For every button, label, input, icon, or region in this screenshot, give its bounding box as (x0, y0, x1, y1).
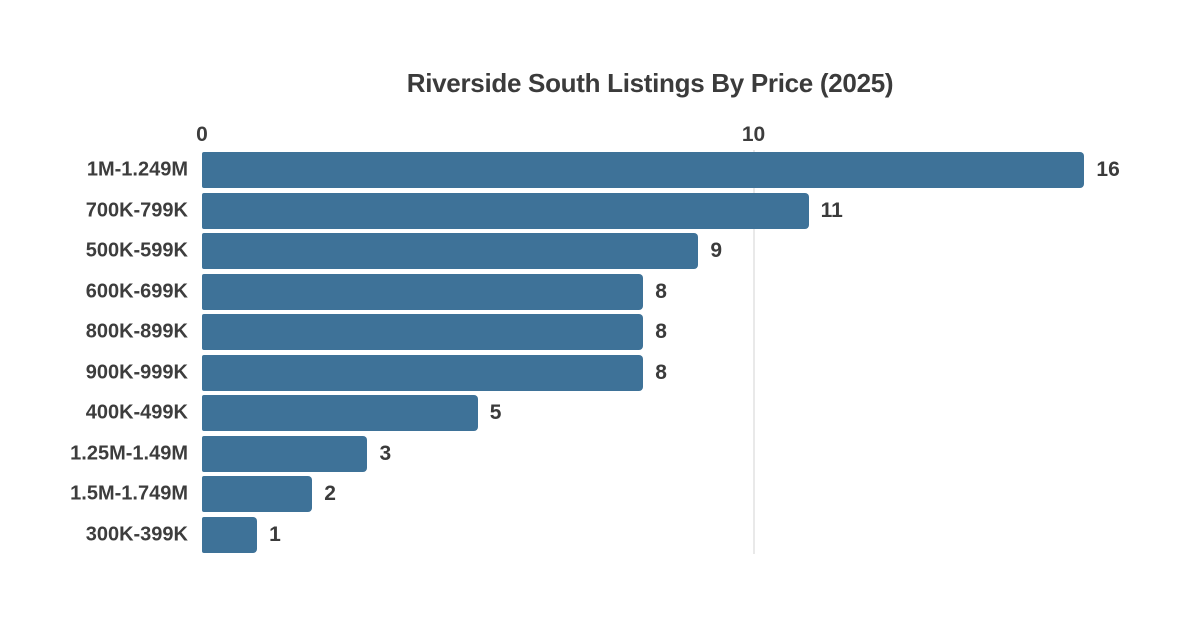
category-label: 1.5M-1.749M (70, 482, 188, 505)
bar (202, 273, 644, 310)
bar (202, 192, 809, 229)
bar-row: 600K-699K 8 (86, 272, 1100, 313)
x-axis: 0 10 (196, 123, 1098, 147)
category-label: 500K-599K (85, 239, 188, 262)
bar-row: 400K-499K 5 (86, 393, 1100, 434)
value-label: 5 (489, 401, 502, 425)
bar (202, 233, 699, 270)
bar-row: 1M-1.249M 16 (87, 150, 1120, 191)
value-label: 9 (710, 239, 723, 263)
value-label: 8 (655, 320, 667, 344)
category-label: 800K-899K (85, 320, 188, 343)
bar-rows: 1M-1.249M 16 700K-799K 11 500K-599K 9 600K-699… (70, 150, 1120, 556)
bar-row: 1.25M-1.49M 3 (70, 434, 1100, 475)
bar (202, 516, 258, 553)
bar (202, 152, 1085, 189)
chart-title: Riverside South Listings By Price (2025) (406, 68, 894, 98)
value-label: 8 (655, 360, 667, 384)
bar-row: 500K-599K 9 (86, 231, 1100, 272)
category-label: 600K-699K (85, 280, 188, 303)
plot-area: 1M-1.249M 16 700K-799K 11 500K-599K 9 600K-699… (70, 150, 1120, 556)
bar-row: 800K-899K 8 (86, 312, 1100, 353)
category-label: 300K-399K (85, 523, 188, 546)
bar (202, 314, 644, 351)
category-label: 700K-799K (85, 199, 188, 222)
value-label: 3 (379, 441, 392, 465)
category-label: 900K-999K (85, 361, 188, 384)
category-label: 1M-1.249M (86, 158, 188, 181)
category-label: 400K-499K (85, 401, 188, 424)
bar-row: 1.5M-1.749M 2 (70, 474, 1100, 515)
bar (202, 354, 644, 391)
value-label: 11 (820, 198, 843, 222)
bar-row: 300K-399K 1 (86, 515, 1100, 556)
bar (202, 476, 313, 513)
bar (202, 435, 368, 472)
value-label: 2 (324, 482, 336, 506)
value-label: 8 (655, 279, 667, 303)
bar-row: 900K-999K 8 (86, 353, 1100, 394)
bar (202, 395, 478, 432)
x-axis-tick-10: 10 (741, 123, 766, 146)
gridline-10 (752, 150, 755, 554)
category-label: 1.25M-1.49M (70, 442, 188, 465)
x-axis-tick-0: 0 (196, 123, 208, 146)
value-label: 16 (1096, 158, 1120, 182)
value-label: 1 (269, 522, 281, 546)
bar-row: 700K-799K 11 (86, 191, 1100, 232)
